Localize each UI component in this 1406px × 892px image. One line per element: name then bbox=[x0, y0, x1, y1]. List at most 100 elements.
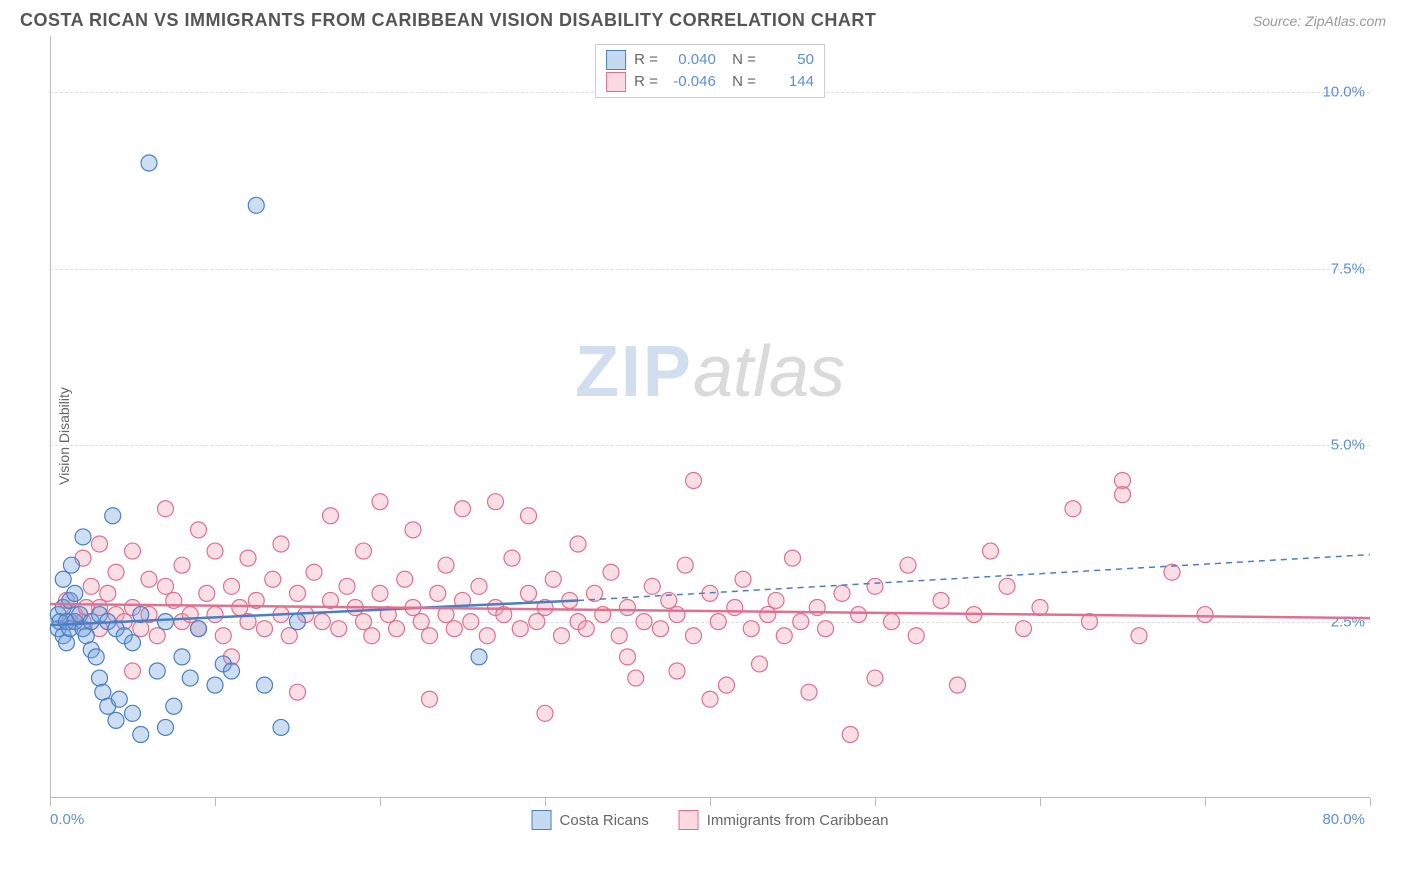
scatter-point-immigrants_caribbean bbox=[1115, 487, 1131, 503]
scatter-point-costa_ricans bbox=[125, 635, 141, 651]
scatter-point-immigrants_caribbean bbox=[521, 585, 537, 601]
stat-n-value-1: 144 bbox=[764, 71, 814, 93]
scatter-point-immigrants_caribbean bbox=[372, 585, 388, 601]
scatter-point-immigrants_caribbean bbox=[908, 628, 924, 644]
scatter-point-costa_ricans bbox=[55, 571, 71, 587]
legend-swatch-1 bbox=[679, 810, 699, 830]
x-tick-label-min: 0.0% bbox=[50, 811, 84, 828]
scatter-point-immigrants_caribbean bbox=[100, 585, 116, 601]
scatter-point-immigrants_caribbean bbox=[752, 656, 768, 672]
swatch-series-1 bbox=[606, 72, 626, 92]
scatter-point-immigrants_caribbean bbox=[884, 614, 900, 630]
scatter-point-immigrants_caribbean bbox=[1016, 621, 1032, 637]
x-tick bbox=[1205, 798, 1206, 806]
scatter-point-costa_ricans bbox=[67, 585, 83, 601]
scatter-point-immigrants_caribbean bbox=[710, 614, 726, 630]
scatter-point-immigrants_caribbean bbox=[760, 607, 776, 623]
x-tick bbox=[875, 798, 876, 806]
stat-n-label: N = bbox=[724, 71, 756, 93]
stats-row-series-0: R = 0.040 N = 50 bbox=[606, 49, 814, 71]
scatter-point-immigrants_caribbean bbox=[554, 628, 570, 644]
plot-region: 2.5%5.0%7.5%10.0% ZIP atlas R = 0.040 N … bbox=[50, 36, 1370, 836]
scatter-point-immigrants_caribbean bbox=[471, 578, 487, 594]
stats-legend: R = 0.040 N = 50 R = -0.046 N = 144 bbox=[595, 44, 825, 98]
x-tick bbox=[1040, 798, 1041, 806]
scatter-point-immigrants_caribbean bbox=[356, 614, 372, 630]
x-tick-label-max: 80.0% bbox=[1322, 811, 1365, 828]
scatter-point-immigrants_caribbean bbox=[488, 494, 504, 510]
scatter-point-immigrants_caribbean bbox=[479, 628, 495, 644]
scatter-point-immigrants_caribbean bbox=[603, 564, 619, 580]
scatter-point-immigrants_caribbean bbox=[158, 578, 174, 594]
scatter-point-immigrants_caribbean bbox=[331, 621, 347, 637]
scatter-point-immigrants_caribbean bbox=[191, 522, 207, 538]
scatter-point-immigrants_caribbean bbox=[851, 607, 867, 623]
stat-r-value-1: -0.046 bbox=[666, 71, 716, 93]
stats-row-series-1: R = -0.046 N = 144 bbox=[606, 71, 814, 93]
x-tick bbox=[545, 798, 546, 806]
scatter-point-immigrants_caribbean bbox=[867, 670, 883, 686]
scatter-point-immigrants_caribbean bbox=[719, 677, 735, 693]
scatter-point-immigrants_caribbean bbox=[158, 501, 174, 517]
scatter-point-costa_ricans bbox=[141, 155, 157, 171]
scatter-point-immigrants_caribbean bbox=[537, 705, 553, 721]
scatter-point-immigrants_caribbean bbox=[578, 621, 594, 637]
scatter-point-immigrants_caribbean bbox=[743, 621, 759, 637]
scatter-point-immigrants_caribbean bbox=[125, 663, 141, 679]
scatter-point-immigrants_caribbean bbox=[735, 571, 751, 587]
legend-swatch-0 bbox=[532, 810, 552, 830]
scatter-point-immigrants_caribbean bbox=[801, 684, 817, 700]
scatter-point-immigrants_caribbean bbox=[232, 600, 248, 616]
swatch-series-0 bbox=[606, 50, 626, 70]
scatter-point-immigrants_caribbean bbox=[1065, 501, 1081, 517]
scatter-point-immigrants_caribbean bbox=[504, 550, 520, 566]
scatter-point-immigrants_caribbean bbox=[463, 614, 479, 630]
scatter-point-immigrants_caribbean bbox=[265, 571, 281, 587]
scatter-point-immigrants_caribbean bbox=[281, 628, 297, 644]
x-tick bbox=[1370, 798, 1371, 806]
scatter-point-immigrants_caribbean bbox=[999, 578, 1015, 594]
scatter-point-immigrants_caribbean bbox=[92, 536, 108, 552]
scatter-point-costa_ricans bbox=[471, 649, 487, 665]
scatter-point-immigrants_caribbean bbox=[521, 508, 537, 524]
scatter-point-costa_ricans bbox=[133, 727, 149, 743]
scatter-point-costa_ricans bbox=[75, 529, 91, 545]
scatter-point-immigrants_caribbean bbox=[182, 607, 198, 623]
scatter-point-costa_ricans bbox=[158, 719, 174, 735]
scatter-point-costa_ricans bbox=[149, 663, 165, 679]
x-tick bbox=[215, 798, 216, 806]
scatter-point-immigrants_caribbean bbox=[686, 628, 702, 644]
scatter-point-costa_ricans bbox=[248, 197, 264, 213]
scatter-point-immigrants_caribbean bbox=[141, 571, 157, 587]
scatter-point-costa_ricans bbox=[224, 663, 240, 679]
scatter-point-immigrants_caribbean bbox=[339, 578, 355, 594]
scatter-point-costa_ricans bbox=[207, 677, 223, 693]
scatter-point-costa_ricans bbox=[191, 621, 207, 637]
scatter-point-costa_ricans bbox=[92, 670, 108, 686]
scatter-point-immigrants_caribbean bbox=[611, 628, 627, 644]
scatter-point-immigrants_caribbean bbox=[933, 592, 949, 608]
legend-item-1: Immigrants from Caribbean bbox=[679, 810, 889, 830]
scatter-point-immigrants_caribbean bbox=[669, 663, 685, 679]
trend-line-dash-costa_ricans bbox=[578, 555, 1370, 601]
scatter-point-immigrants_caribbean bbox=[215, 628, 231, 644]
scatter-point-immigrants_caribbean bbox=[834, 585, 850, 601]
scatter-point-immigrants_caribbean bbox=[356, 543, 372, 559]
scatter-point-immigrants_caribbean bbox=[1032, 600, 1048, 616]
scatter-point-immigrants_caribbean bbox=[545, 571, 561, 587]
scatter-point-immigrants_caribbean bbox=[793, 614, 809, 630]
scatter-point-immigrants_caribbean bbox=[842, 727, 858, 743]
scatter-point-immigrants_caribbean bbox=[818, 621, 834, 637]
chart-header: COSTA RICAN VS IMMIGRANTS FROM CARIBBEAN… bbox=[0, 0, 1406, 36]
scatter-point-costa_ricans bbox=[166, 698, 182, 714]
scatter-point-immigrants_caribbean bbox=[207, 543, 223, 559]
scatter-point-costa_ricans bbox=[88, 649, 104, 665]
scatter-point-immigrants_caribbean bbox=[1131, 628, 1147, 644]
scatter-point-immigrants_caribbean bbox=[570, 536, 586, 552]
chart-title: COSTA RICAN VS IMMIGRANTS FROM CARIBBEAN… bbox=[20, 10, 876, 31]
scatter-point-costa_ricans bbox=[174, 649, 190, 665]
scatter-point-immigrants_caribbean bbox=[686, 473, 702, 489]
scatter-point-immigrants_caribbean bbox=[199, 585, 215, 601]
scatter-point-immigrants_caribbean bbox=[455, 501, 471, 517]
scatter-point-immigrants_caribbean bbox=[636, 614, 652, 630]
